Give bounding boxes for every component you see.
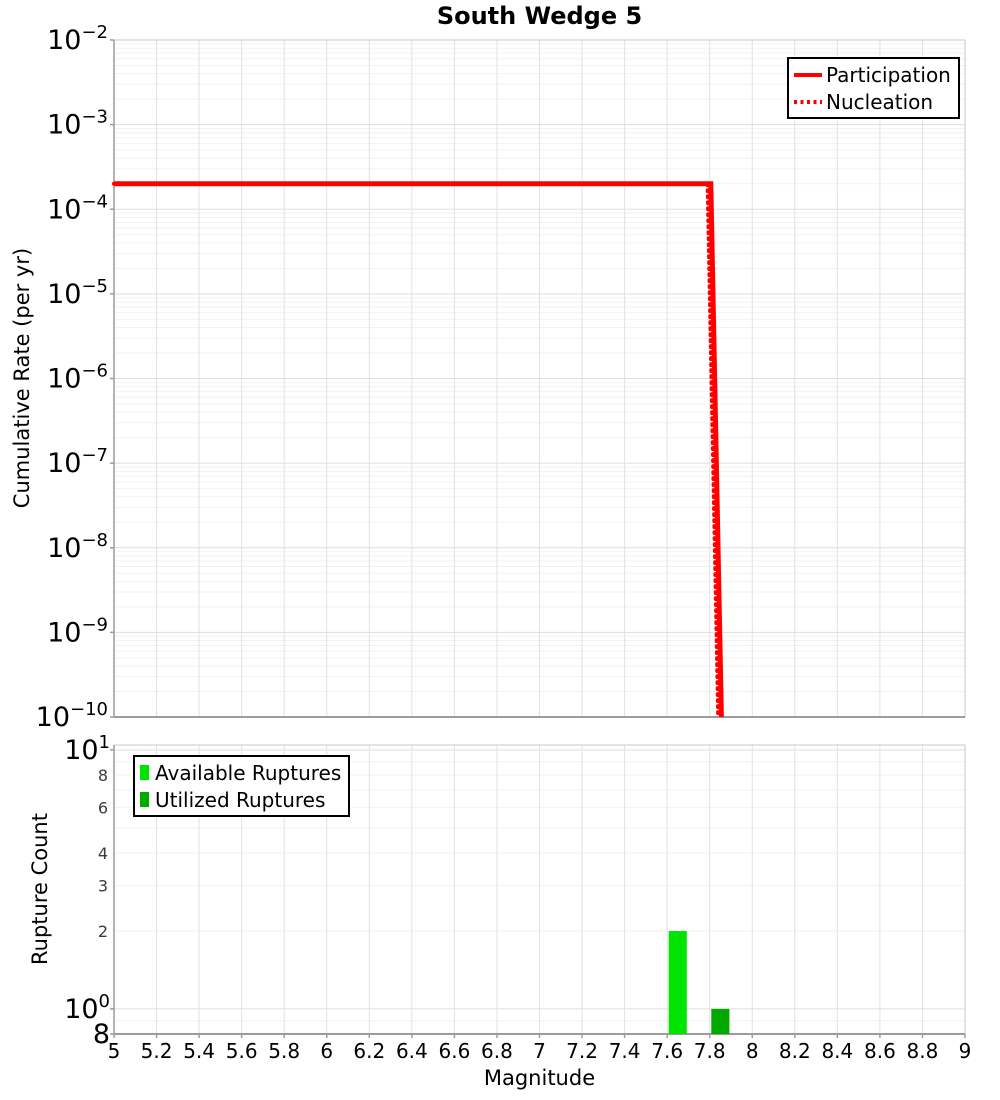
available-legend-label: Available Ruptures: [155, 760, 342, 785]
participation-legend-label: Participation: [826, 62, 951, 87]
x-tick-label: 6: [320, 1039, 333, 1063]
nucleation-dotted-swatch: [794, 99, 822, 104]
y-tick-label: 8: [93, 1019, 110, 1050]
utilized-ruptures-bar: [711, 1008, 730, 1034]
y-minor-tick-label: 3: [98, 876, 108, 895]
x-tick-labels: 5 5.2 5.4 5.6 5.8 6 6.2 6.4 6.6 6.8 7 7.2 7.4 7.6 7.8 8…: [108, 1034, 972, 1063]
y-tick-label: 10−9: [47, 614, 108, 648]
y-tick-label: 101: [64, 732, 110, 766]
x-tick-label: 5.6: [226, 1039, 258, 1063]
x-tick-label: 5: [108, 1039, 121, 1063]
x-tick-label: 6.8: [481, 1039, 513, 1063]
rupture-legend: Available Ruptures Utilized Ruptures: [133, 755, 351, 817]
y-tick-label: 10−4: [47, 191, 108, 225]
nucleation-line: [112, 181, 721, 719]
x-tick-label: 8.4: [821, 1039, 853, 1063]
x-axis-label: Magnitude: [483, 1066, 596, 1090]
x-tick-label: 7.6: [651, 1039, 683, 1063]
chart-title: South Wedge 5: [436, 2, 643, 30]
x-tick-label: 7.4: [609, 1039, 641, 1063]
y-tick-label: 10−5: [47, 276, 108, 310]
top-chart: 10−2 10−3 10−4 10−5 10−6 10−7 10−8 10−9 10−10: [36, 22, 966, 733]
y-minor-tick-label: 6: [98, 798, 108, 817]
available-ruptures-swatch: [140, 765, 149, 780]
nucleation-legend-label: Nucleation: [826, 89, 934, 114]
x-tick-label: 7: [533, 1039, 546, 1063]
bottom-y-axis-label: Rupture Count: [28, 813, 52, 965]
legend-entry-nucleation: Nucleation: [794, 88, 951, 115]
y-tick-label: 10−10: [36, 699, 108, 733]
y-minor-tick-label: 4: [98, 844, 108, 863]
participation-line: [114, 181, 724, 718]
x-tick-label: 9: [959, 1039, 972, 1063]
x-tick-label: 7.2: [566, 1039, 598, 1063]
y-tick-label: 10−6: [47, 361, 108, 395]
x-tick-label: 8: [746, 1039, 759, 1063]
y-tick-label: 10−7: [47, 445, 108, 479]
y-tick-label: 10−8: [47, 530, 108, 564]
x-tick-label: 6.4: [396, 1039, 428, 1063]
legend-entry-utilized: Utilized Ruptures: [140, 786, 341, 813]
y-tick-label: 10−3: [47, 107, 108, 141]
y-minor-tick-label: 8: [98, 766, 108, 785]
top-y-axis-label: Cumulative Rate (per yr): [10, 247, 34, 509]
utilized-legend-label: Utilized Ruptures: [155, 787, 326, 812]
x-tick-label: 7.8: [694, 1039, 726, 1063]
participation-line-swatch: [794, 72, 822, 77]
top-gridlines: [114, 40, 965, 717]
available-ruptures-bar: [668, 931, 687, 1034]
x-tick-label: 8.2: [779, 1039, 811, 1063]
rate-legend: Participation Nucleation: [787, 57, 960, 119]
legend-entry-participation: Participation: [794, 61, 951, 88]
x-tick-label: 5.2: [141, 1039, 173, 1063]
x-tick-label: 8.8: [907, 1039, 939, 1063]
utilized-ruptures-swatch: [140, 792, 149, 807]
x-tick-label: 6.6: [438, 1039, 470, 1063]
x-tick-label: 5.8: [268, 1039, 300, 1063]
legend-entry-available: Available Ruptures: [140, 759, 341, 786]
x-tick-label: 8.6: [864, 1039, 896, 1063]
x-tick-label: 5.4: [183, 1039, 215, 1063]
y-minor-tick-label: 2: [98, 922, 108, 941]
y-tick-label: 10−2: [47, 22, 108, 56]
top-y-tick-labels: 10−2 10−3 10−4 10−5 10−6 10−7 10−8 10−9 10−10: [36, 22, 114, 733]
x-tick-label: 6.2: [353, 1039, 385, 1063]
